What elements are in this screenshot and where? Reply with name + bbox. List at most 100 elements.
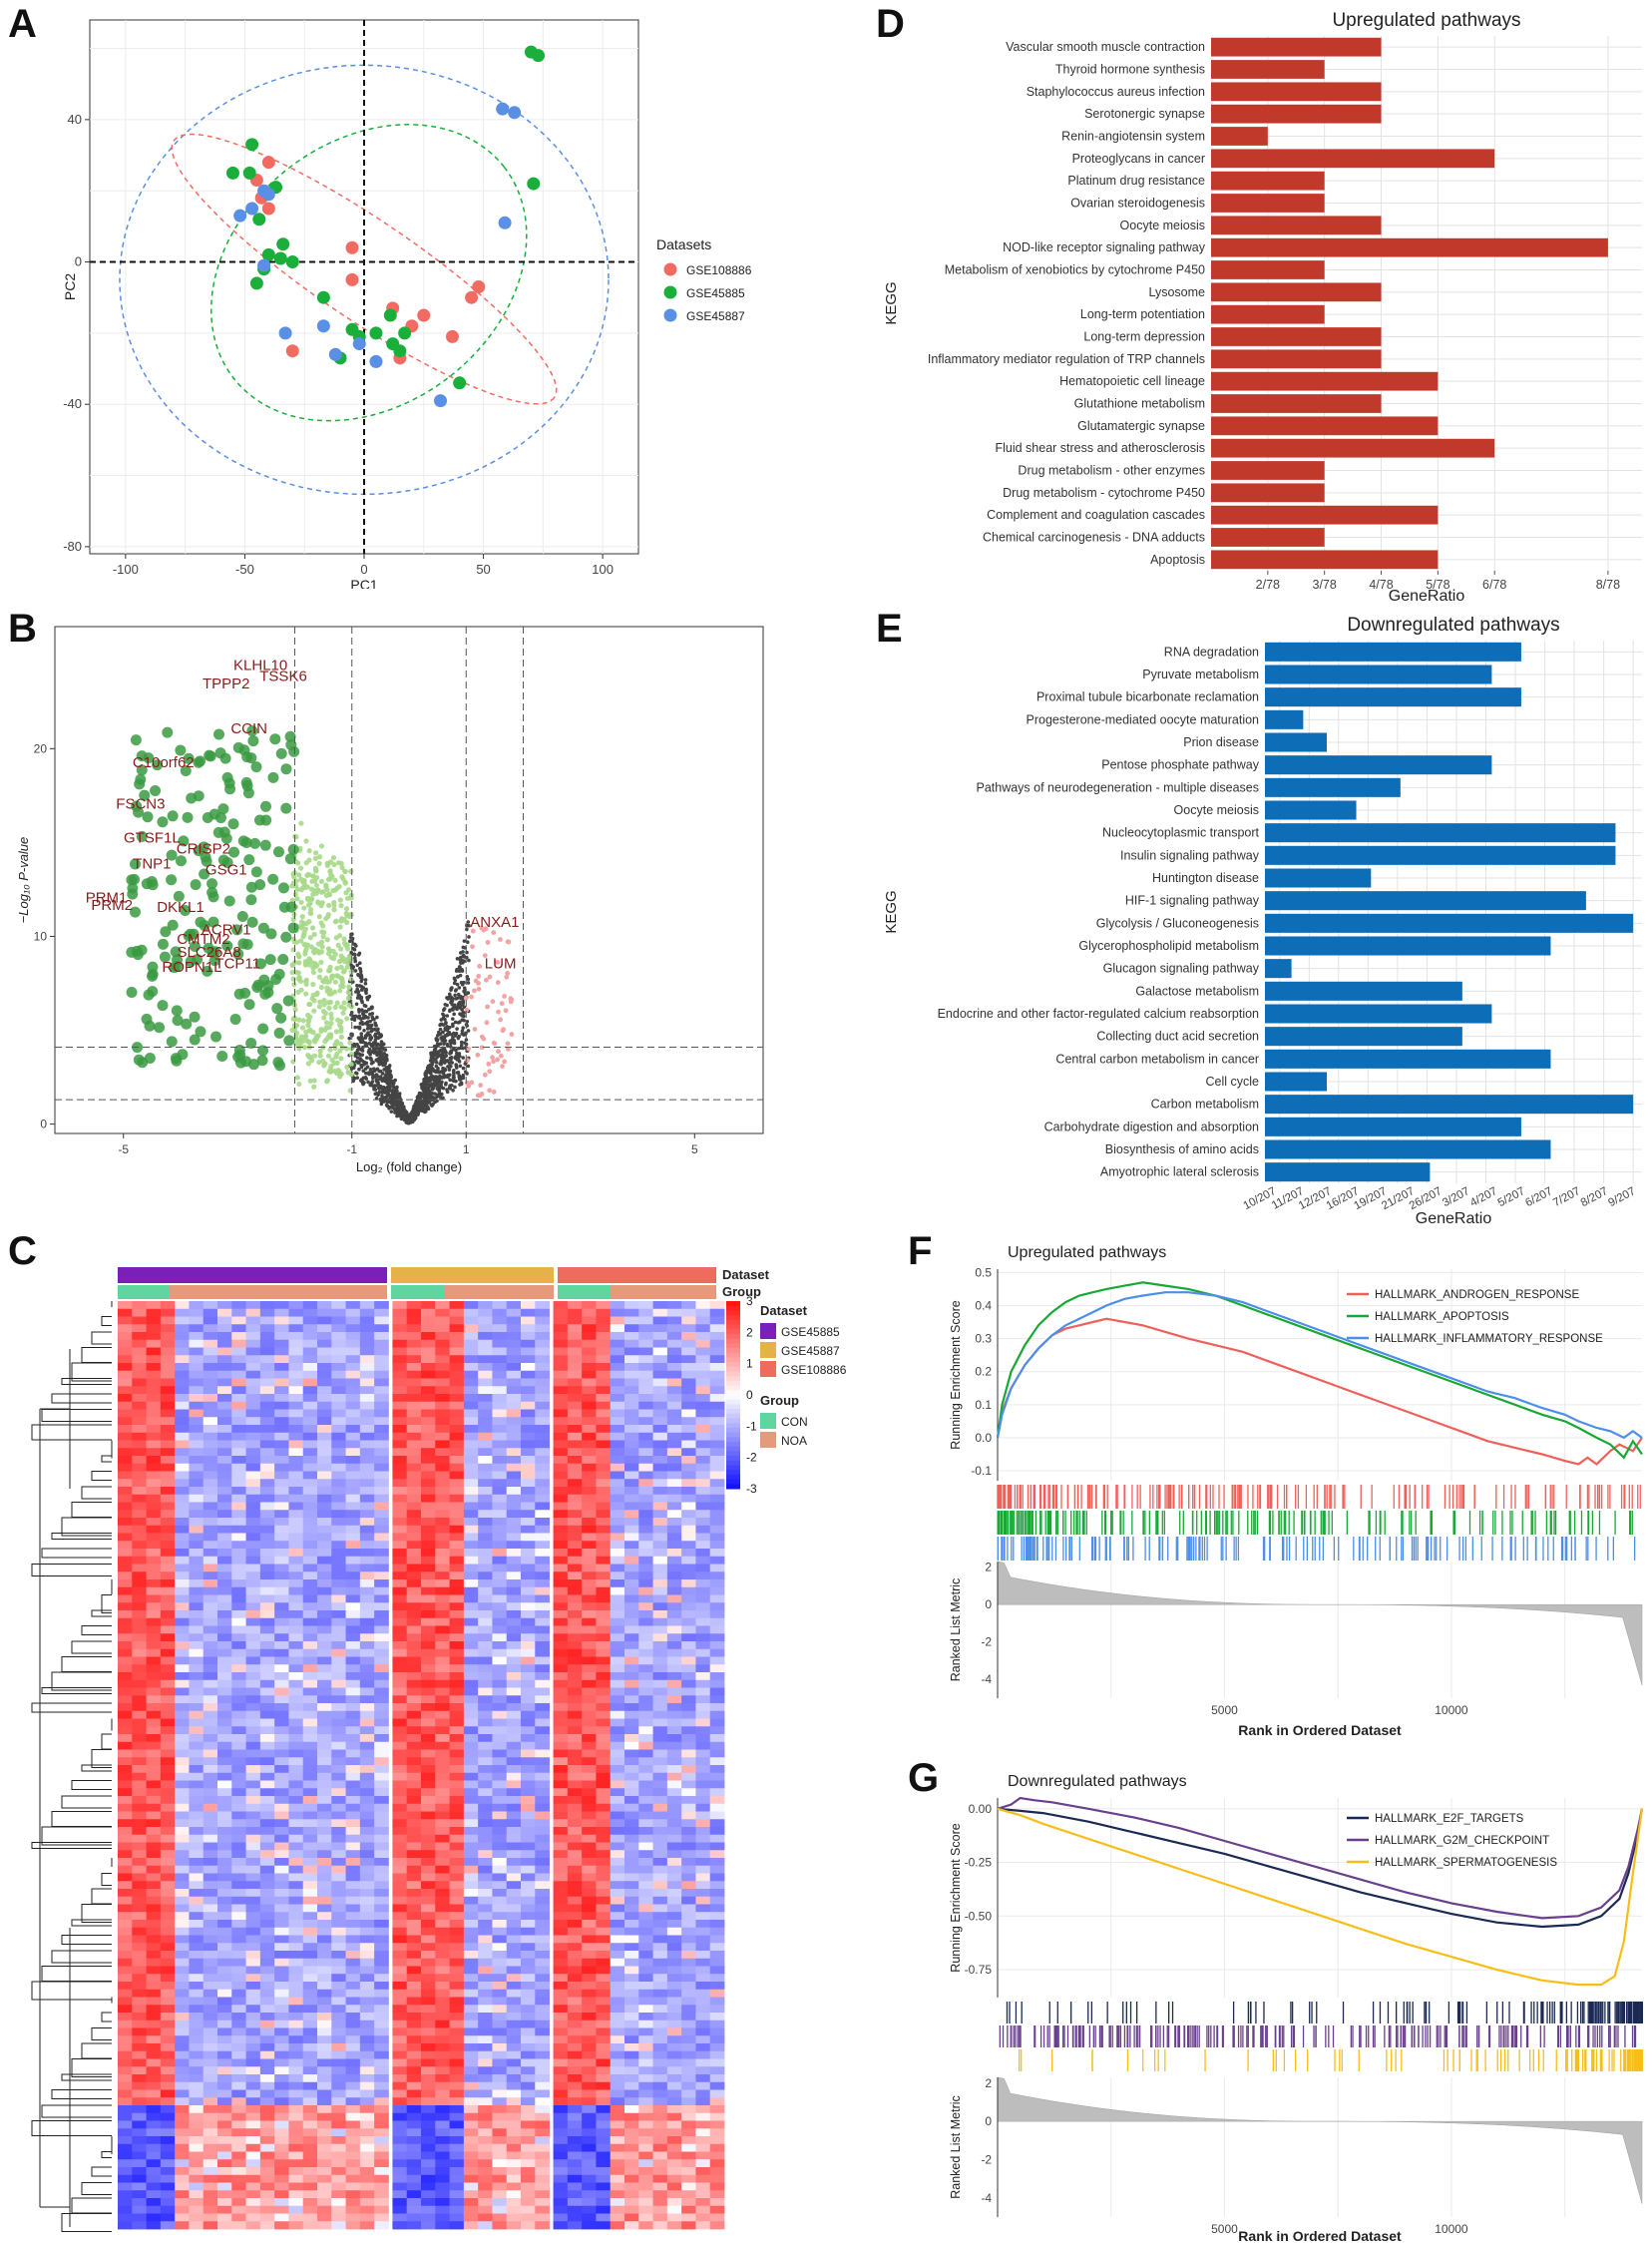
heatmap-cell	[492, 1625, 508, 1634]
point-down-strong	[144, 1020, 156, 1032]
heatmap-cell	[288, 1796, 304, 1805]
heatmap-cell	[345, 1602, 361, 1611]
point-down-moderate	[298, 899, 304, 905]
heatmap-cell	[567, 1703, 583, 1712]
heatmap-cell	[374, 1765, 389, 1774]
heatmap-cell	[610, 1749, 625, 1758]
heatmap-cell	[553, 1602, 569, 1611]
heatmap-cell	[681, 1726, 696, 1735]
heatmap-cell	[118, 1347, 133, 1356]
point-nonsig	[392, 1081, 396, 1086]
heatmap-cell	[521, 1564, 536, 1572]
point-down-moderate	[319, 929, 325, 935]
heatmap-cell	[638, 1316, 653, 1325]
heatmap-cell	[359, 1456, 375, 1465]
data-point	[242, 166, 256, 180]
heatmap-cell	[567, 1440, 583, 1449]
heatmap-cell	[345, 1765, 361, 1774]
heatmap-cell	[463, 1479, 479, 1488]
heatmap-cell	[681, 1765, 696, 1774]
heatmap-cell	[160, 1757, 176, 1766]
point-nonsig	[358, 969, 363, 974]
heatmap-cell	[506, 1687, 522, 1696]
heatmap-cell	[421, 1487, 436, 1496]
heatmap-cell	[146, 1440, 162, 1449]
heatmap-cell	[118, 1617, 133, 1626]
heatmap-cell	[203, 1734, 218, 1743]
heatmap-cell	[245, 1687, 261, 1696]
heatmap-cell	[175, 1633, 190, 1642]
heatmap-cell	[610, 1339, 625, 1348]
heatmap-cell	[374, 1448, 389, 1457]
heatmap-cell	[478, 1370, 493, 1379]
heatmap-cell	[567, 1633, 583, 1642]
heatmap-cell	[118, 1386, 133, 1395]
heatmap-cell	[374, 1617, 389, 1626]
point-nonsig	[444, 1021, 448, 1026]
heatmap-cell	[666, 1510, 682, 1519]
heatmap-cell	[175, 1586, 190, 1595]
heatmap-cell	[610, 1425, 625, 1434]
heatmap-cell	[132, 1556, 147, 1565]
heatmap-cell	[638, 1363, 653, 1372]
heatmap-cell	[146, 1734, 162, 1743]
heatmap-cell	[681, 1734, 696, 1743]
gene-label: TNP1	[133, 856, 171, 873]
heatmap-cell	[231, 1370, 246, 1379]
heatmap-cell	[449, 1695, 465, 1704]
heatmap-cell	[553, 1487, 569, 1496]
point-down-strong	[143, 752, 155, 764]
point-down-strong	[180, 905, 192, 917]
heatmap-cell	[259, 1378, 275, 1387]
heatmap-cell	[449, 1432, 465, 1441]
heatmap-cell	[345, 1471, 361, 1480]
heatmap-cell	[359, 1741, 375, 1750]
point-nonsig	[387, 1086, 391, 1091]
heatmap-cell	[259, 1502, 275, 1511]
heatmap-cell	[118, 1734, 133, 1743]
heatmap-cell	[449, 1394, 465, 1403]
heatmap-cell	[449, 1625, 465, 1634]
point-down-strong	[189, 941, 201, 953]
heatmap-cell	[449, 1332, 465, 1341]
point-down-strong	[173, 890, 185, 902]
heatmap-cell	[535, 1556, 550, 1565]
point-down-moderate	[315, 899, 321, 905]
point-nonsig	[466, 1064, 471, 1069]
heatmap-cell	[421, 1579, 436, 1588]
heatmap-cell	[596, 1772, 612, 1781]
heatmap-cell	[345, 1425, 361, 1434]
point-nonsig	[436, 1030, 441, 1035]
heatmap-cell	[492, 1772, 508, 1781]
heatmap-cell	[175, 1301, 190, 1310]
point-down-strong	[257, 1023, 269, 1035]
heatmap-cell	[288, 1656, 304, 1665]
heatmap-cell	[392, 1494, 408, 1503]
point-down-moderate	[318, 843, 325, 849]
heatmap-cell	[421, 1363, 436, 1372]
point-down-moderate	[346, 984, 352, 991]
heatmap-cell	[582, 1726, 597, 1735]
heatmap-cell	[695, 1564, 711, 1572]
heatmap-cell	[259, 1401, 275, 1410]
heatmap-cell	[259, 1363, 275, 1372]
point-nonsig	[368, 1068, 373, 1072]
heatmap-cell	[259, 1432, 275, 1441]
heatmap-cell	[582, 1347, 597, 1356]
point-nonsig	[356, 953, 361, 957]
heatmap-cell	[331, 1518, 346, 1527]
heatmap-cell	[695, 1664, 711, 1673]
point-down-moderate	[348, 976, 354, 982]
heatmap-cell	[521, 1386, 536, 1395]
heatmap-cell	[217, 1610, 232, 1619]
heatmap-cell	[288, 1765, 304, 1774]
heatmap-cell	[203, 1324, 218, 1333]
point-down-moderate	[310, 960, 316, 966]
heatmap-cell	[406, 1525, 422, 1534]
point-nonsig	[358, 961, 362, 966]
point-down-strong	[144, 1052, 156, 1064]
heatmap-cell	[521, 1363, 536, 1372]
heatmap-cell	[374, 1695, 389, 1704]
heatmap-cell	[638, 1487, 653, 1496]
heatmap-cell	[506, 1525, 522, 1534]
